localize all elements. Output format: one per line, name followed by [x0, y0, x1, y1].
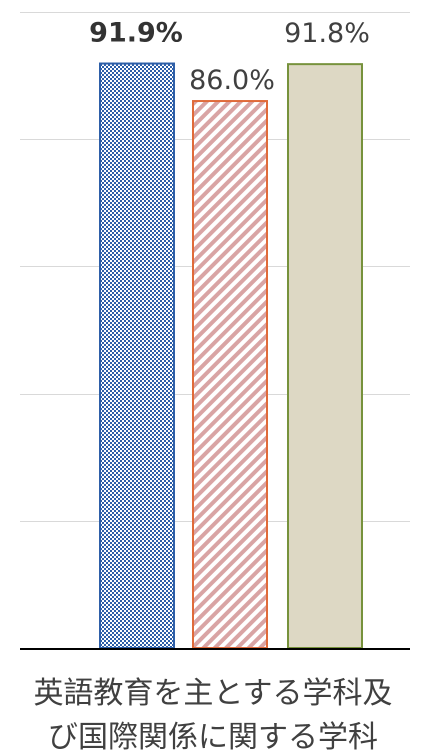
bar-2 — [287, 63, 363, 650]
data-labels: 91.9%86.0% 91.8% — [89, 18, 370, 97]
category-label-line-1: び国際関係に関する学科 — [48, 720, 378, 754]
bar-0 — [99, 62, 175, 650]
bar-1 — [192, 100, 268, 650]
bars — [99, 62, 363, 650]
data-label-0: 91.9% — [89, 18, 183, 49]
data-label-1: 86.0% — [189, 65, 275, 96]
data-label-2: 91.8% — [284, 18, 370, 49]
category-label-line-0: 英語教育を主とする学科及 — [33, 676, 392, 711]
